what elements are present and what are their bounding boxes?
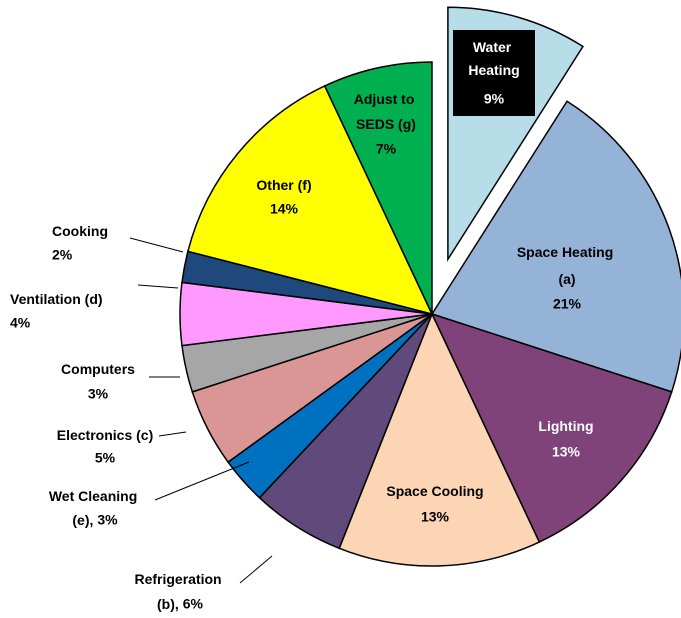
leader-line [158,431,187,437]
value-label: 6% [183,596,204,612]
slice-label: Lighting [538,418,593,434]
label-line: Adjust to [354,91,419,107]
slice-label: Ventilation (d) [10,291,103,307]
value-label: 13% [421,509,450,525]
label-line: Computers [61,361,135,377]
slice-label: Water Heating [468,39,519,78]
slice-label: Space Cooling [386,483,483,499]
value-label: 5% [95,450,116,466]
label-line: Water [473,39,515,55]
value-label: 2% [52,247,73,263]
label-line: Ventilation (d) [10,291,103,307]
slice-label: Adjust to SEDS (g) [354,91,419,132]
label-line: Wet Cleaning [49,488,141,504]
label-line: Other (f) [256,177,311,193]
slice-label: Wet Cleaning (e), [49,488,141,528]
value-label: 14% [270,201,299,217]
label-line: (e), [72,512,93,528]
slice-label: Computers [61,361,135,377]
value-label: 3% [97,512,118,528]
pie-slice [323,61,433,315]
slice-label: Space Heating (a) [517,244,617,287]
label-line: Heating [468,62,519,78]
value-label: 13% [552,444,581,460]
label-line: Electronics (c) [57,427,153,443]
label-line: (b), [157,596,179,612]
label-line: Space Heating [517,244,617,260]
leader-line [239,555,273,584]
leader-line [137,284,179,289]
label-box [453,30,535,116]
slice-label: Cooking [52,223,108,239]
label-line: Cooking [52,223,108,239]
leader-line [129,237,184,253]
value-label: 7% [376,141,397,157]
slice-label: Other (f) [256,177,311,193]
leader-line [154,461,250,501]
label-line: (a) [558,271,575,287]
value-label: 9% [484,91,505,107]
pie-slice [338,312,541,567]
label-line: Space Cooling [386,483,483,499]
value-label: 4% [10,315,31,331]
pie-slice [430,312,673,544]
label-line: Refrigeration [134,571,225,587]
label-line: SEDS (g) [356,116,416,132]
value-label: 21% [553,296,582,312]
slice-label: Electronics (c) [57,427,153,443]
slice-label: Refrigeration (b), [134,571,225,612]
pie-slice [187,84,434,316]
label-line: Lighting [538,418,593,434]
value-label: 3% [88,386,109,402]
